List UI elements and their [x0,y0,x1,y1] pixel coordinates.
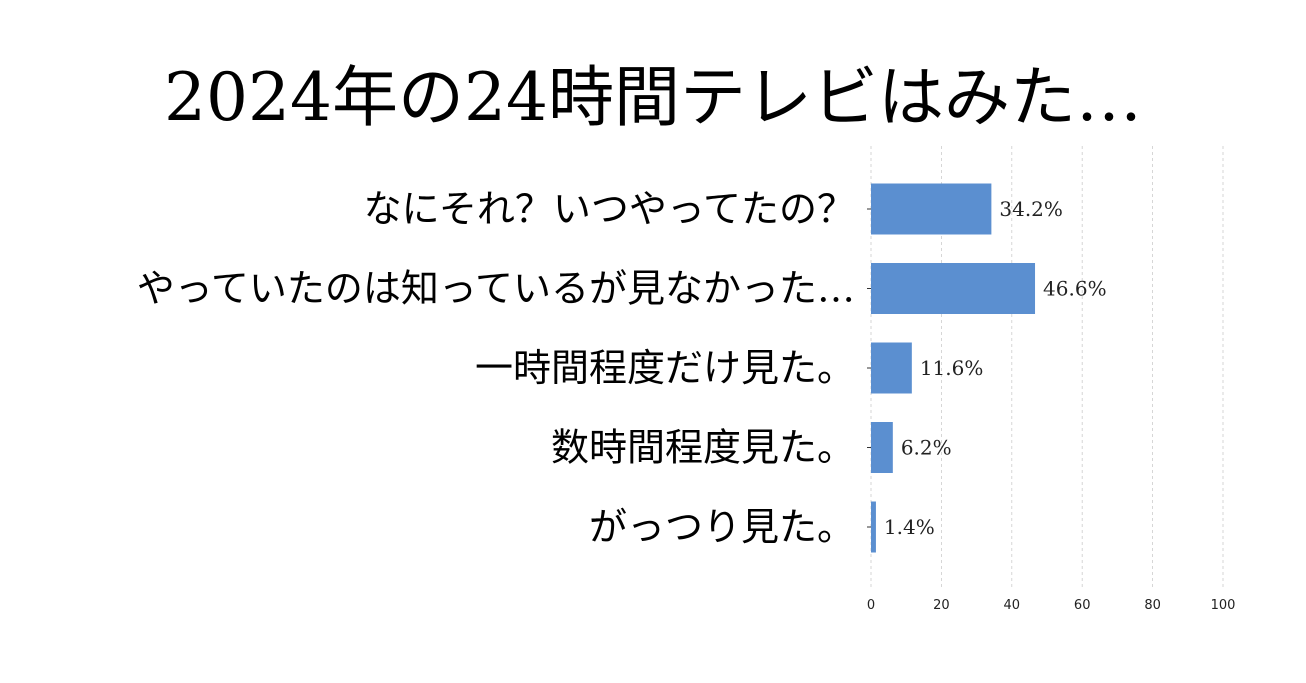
bar [871,183,992,235]
category-label: 数時間程度見た。 [551,426,855,470]
bar [871,422,893,473]
category-label: やっていたのは知っているが見なかった… [137,267,855,311]
value-label: 1.4% [884,515,935,539]
x-tick-label: 60 [1074,598,1091,613]
value-label: 34.2% [999,197,1063,221]
x-tick-label: 80 [1144,598,1161,613]
x-tick-label: 100 [1211,598,1236,613]
x-tick-label: 40 [1004,598,1021,613]
bar [871,263,1036,314]
x-tick-label: 20 [933,598,950,613]
value-label: 46.6% [1043,277,1107,301]
chart-title: 2024年の24時間テレビはみた… [164,59,1142,136]
x-tick-label: 0 [867,598,875,613]
category-label: 一時間程度だけ見た。 [475,346,855,390]
category-label: なにそれ？いつやってたの？ [364,187,855,231]
value-label: 6.2% [901,436,952,460]
bar [871,342,912,394]
bar [871,501,876,553]
value-label: 11.6% [920,356,984,380]
category-label: がっつり見た。 [589,505,855,549]
